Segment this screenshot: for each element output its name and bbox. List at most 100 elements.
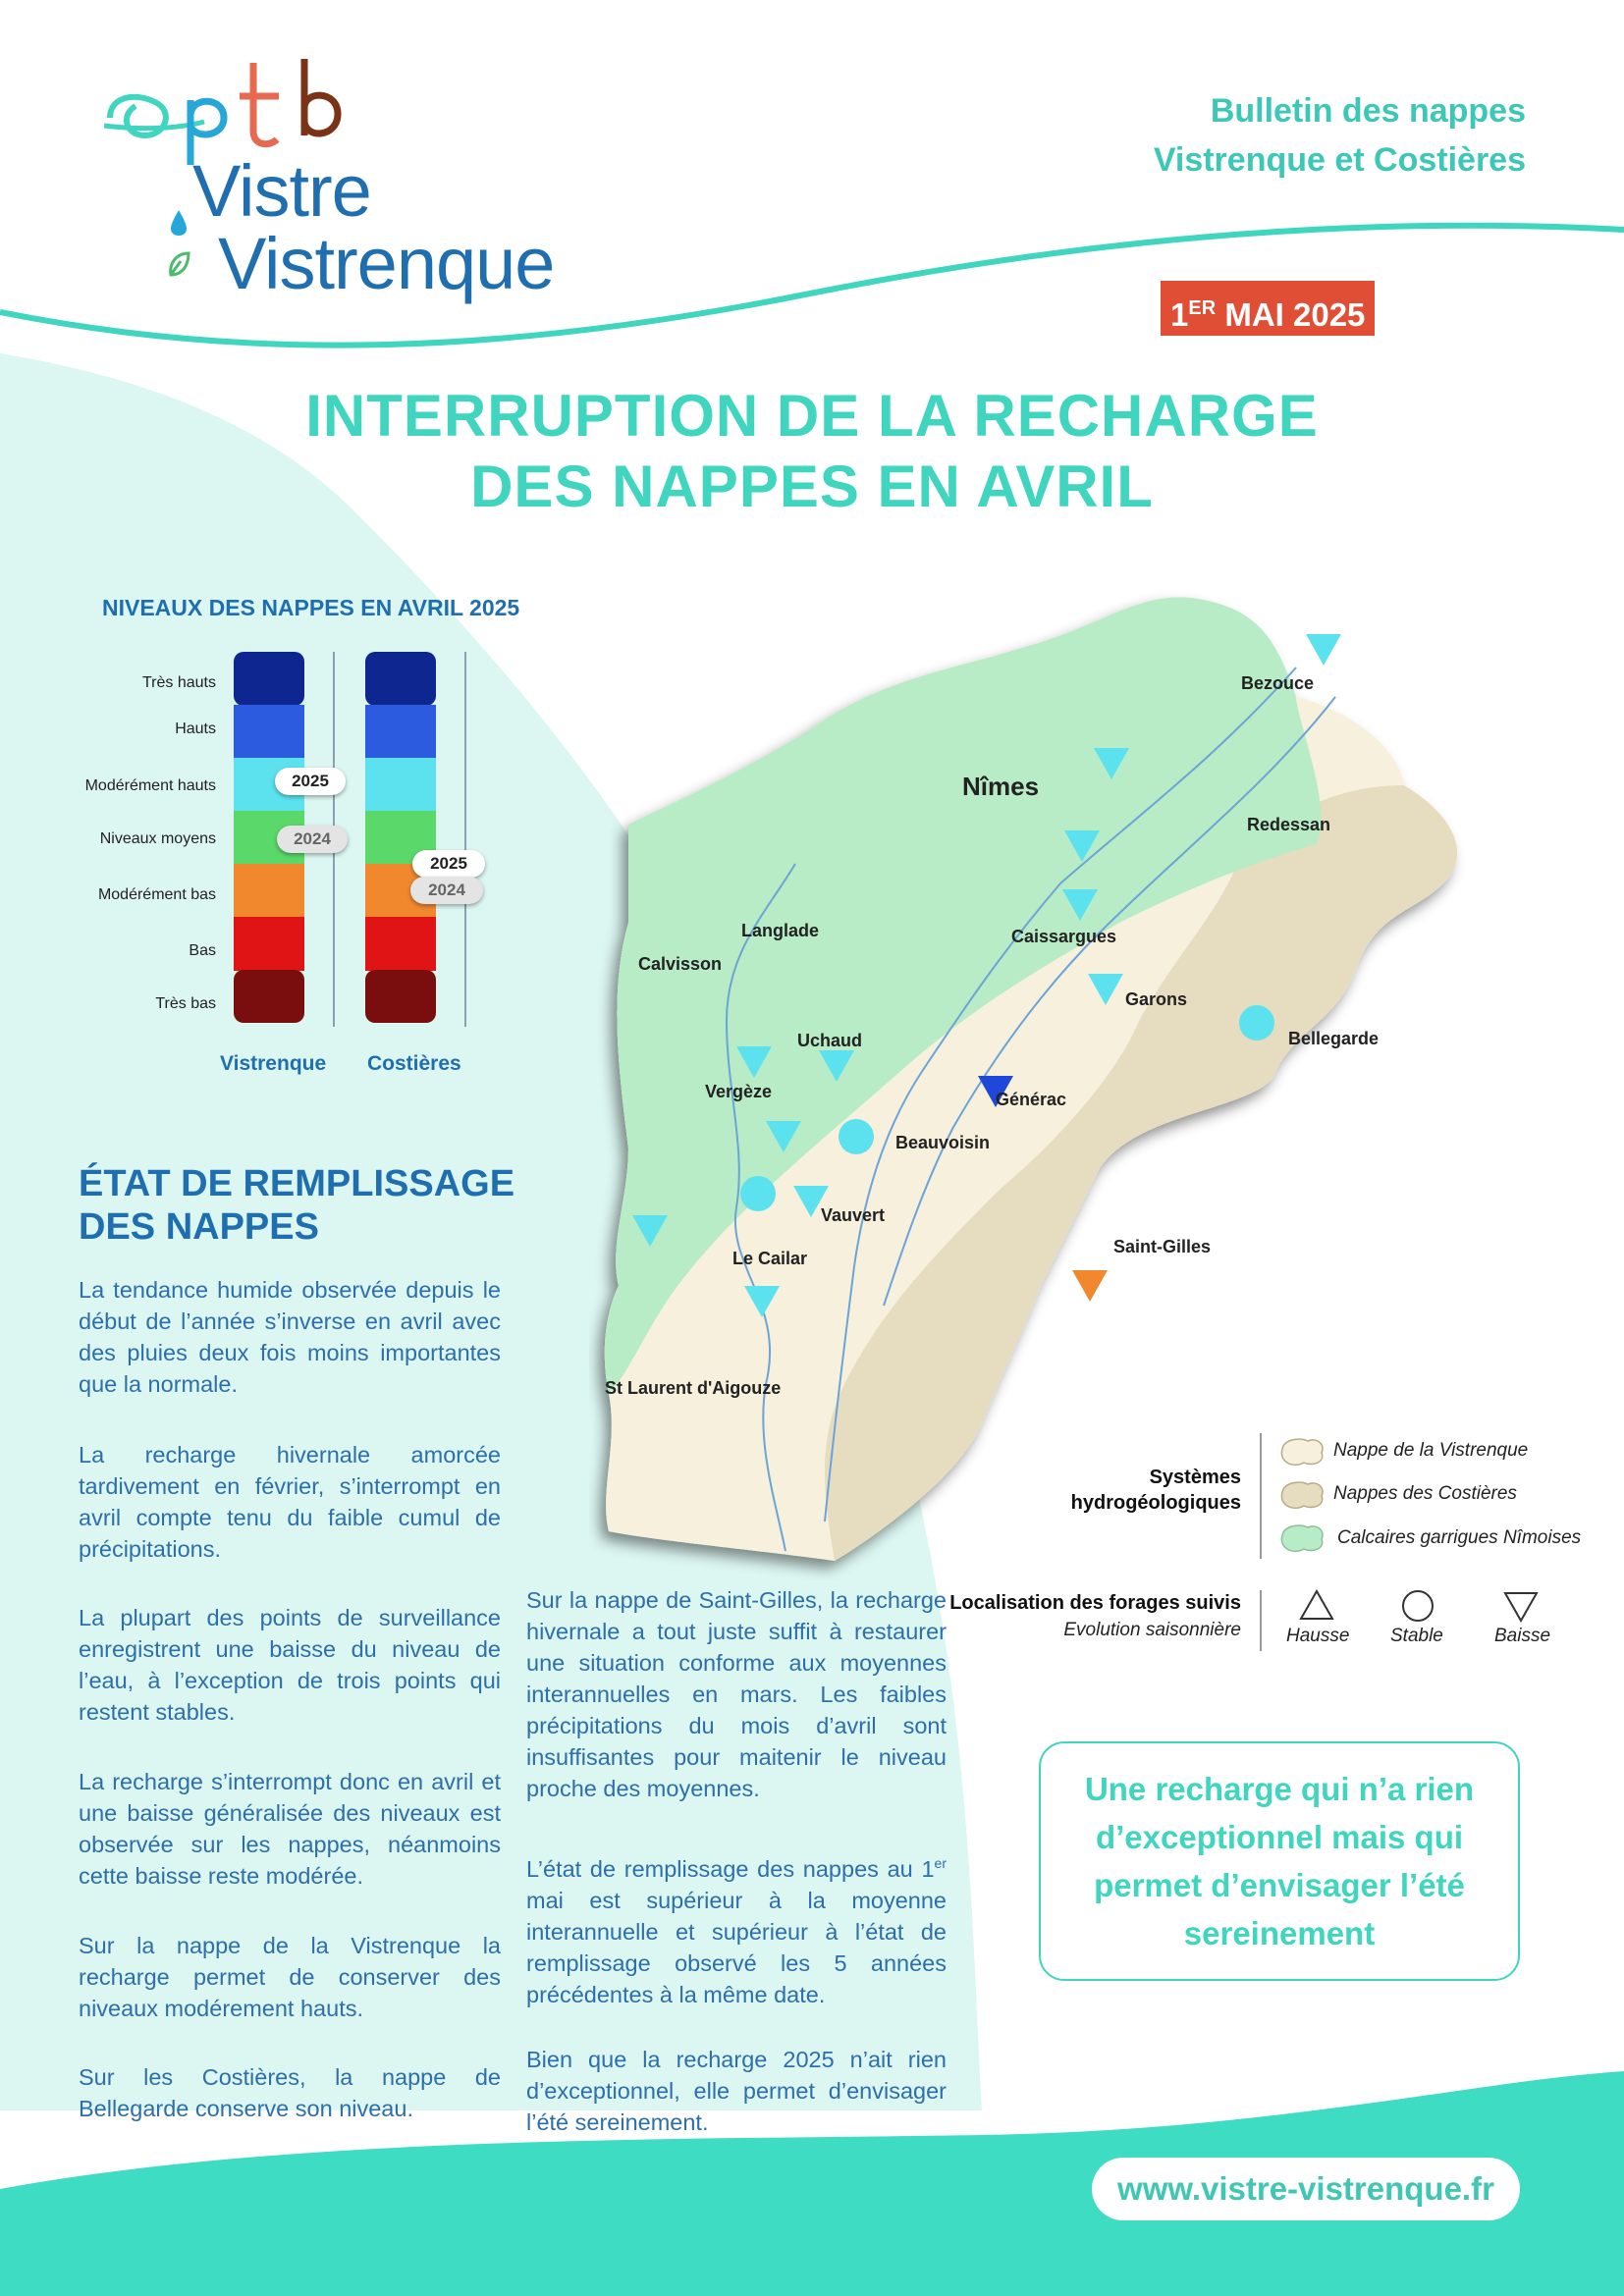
well-marker-stable bbox=[740, 1176, 776, 1211]
vistrenque-segment-7 bbox=[234, 970, 304, 1023]
paragraph-2: La recharge hivernale amorcée tardivemen… bbox=[79, 1442, 501, 1562]
vistrenque-2025-marker: 2025 bbox=[275, 768, 346, 795]
paragraph-3: La plupart des points de surveillance en… bbox=[79, 1605, 501, 1725]
paragraph-5: Sur la nappe de la Vistrenque la recharg… bbox=[79, 1933, 501, 2021]
well-marker-baisse bbox=[1094, 748, 1129, 779]
logo-text-vistrenque: Vistrenque bbox=[218, 223, 555, 304]
level-label-moderement-hauts: Modérément hauts bbox=[84, 777, 216, 794]
paragraph-7: Sur la nappe de Saint-Gilles, la recharg… bbox=[526, 1587, 947, 1801]
paragraph-1: La tendance humide observée depuis le dé… bbox=[79, 1277, 501, 1397]
callout-box: Une recharge qui n’a rien d’exceptionnel… bbox=[1039, 1741, 1520, 1981]
well-marker-baisse bbox=[736, 1046, 772, 1078]
map-river-1 bbox=[824, 667, 1297, 1522]
costieres-segment-2 bbox=[365, 705, 436, 759]
legend-systems-title-line1: Systèmes bbox=[1149, 1467, 1241, 1488]
map-label-bellegarde: Bellegarde bbox=[1288, 1029, 1380, 1048]
map-label-redessan: Redessan bbox=[1247, 815, 1331, 834]
legend-divider-1 bbox=[1260, 1433, 1262, 1559]
section-title: ÉTAT DE REMPLISSAGE DES NAPPES bbox=[79, 1162, 514, 1249]
well-marker-baisse bbox=[819, 1050, 854, 1082]
costieres-segment-3 bbox=[365, 758, 436, 812]
page-title-line2: DES NAPPES EN AVRIL bbox=[470, 454, 1154, 519]
column-label-vistrenque: Vistrenque bbox=[220, 1052, 327, 1075]
map-label-le-cailar: Le Cailar bbox=[732, 1249, 808, 1268]
page-title-line1: INTERRUPTION DE LA RECHARGE bbox=[305, 383, 1319, 449]
map-label-nimes: Nîmes bbox=[962, 772, 1040, 801]
well-marker-baisse bbox=[766, 1121, 801, 1152]
level-label-tres-hauts: Très hauts bbox=[142, 674, 216, 691]
legend-swatch-calcaires bbox=[1280, 1524, 1324, 1553]
website-link[interactable]: www.vistre-vistrenque.fr bbox=[1092, 2158, 1520, 2220]
paragraph-8-sup: er bbox=[934, 1855, 947, 1871]
map-label-saint-gilles: Saint-Gilles bbox=[1113, 1237, 1212, 1256]
well-marker-baisse bbox=[1064, 830, 1100, 862]
well-marker-stable bbox=[1239, 1005, 1274, 1041]
well-marker-baisse bbox=[1306, 634, 1341, 666]
circle-icon bbox=[1402, 1590, 1434, 1622]
level-label-niveaux-moyens: Niveaux moyens bbox=[99, 830, 216, 847]
paragraph-9: Bien que la recharge 2025 n’ait rien d’e… bbox=[526, 2047, 947, 2135]
map-zone-costieres bbox=[825, 785, 1458, 1561]
gauge-bar-costieres bbox=[365, 652, 436, 1023]
legend-swatch-vistrenque bbox=[1280, 1438, 1324, 1467]
bulletin-title-line1: Bulletin des nappes bbox=[1210, 92, 1526, 130]
gauge-title: NIVEAUX DES NAPPES EN AVRIL 2025 bbox=[102, 595, 520, 620]
costieres-segment-7 bbox=[365, 970, 436, 1023]
map-label-beauvoisin: Beauvoisin bbox=[895, 1133, 991, 1152]
map-river-2 bbox=[883, 696, 1336, 1307]
costieres-2025-marker: 2025 bbox=[412, 850, 485, 878]
hydrogeological-map bbox=[604, 597, 1458, 1561]
legend-item-vistrenque: Nappe de la Vistrenque bbox=[1333, 1440, 1529, 1461]
costieres-2024-marker: 2024 bbox=[410, 877, 483, 904]
legend-item-costieres: Nappes des Costières bbox=[1333, 1483, 1517, 1504]
page-title: INTERRUPTION DE LA RECHARGE DES NAPPES E… bbox=[0, 381, 1624, 522]
date-sup: ER bbox=[1188, 297, 1217, 319]
map-label-vauvert: Vauvert bbox=[821, 1205, 886, 1225]
map-zone-calcaires bbox=[604, 597, 1322, 1394]
map-label-uchaud: Uchaud bbox=[797, 1031, 863, 1050]
date-rest: MAI 2025 bbox=[1224, 296, 1366, 333]
map-label-bezouce: Bezouce bbox=[1241, 673, 1315, 693]
paragraph-6: Sur les Costières, la nappe de Bellegard… bbox=[79, 2064, 501, 2121]
well-marker-baisse bbox=[1088, 974, 1123, 1005]
paragraph-8-end: mai est supérieur à la moyenne interannu… bbox=[526, 1887, 947, 2007]
well-marker-baisse bbox=[978, 1076, 1013, 1107]
legend-wells-title: Localisation des forages suivis bbox=[949, 1592, 1241, 1614]
map-label-vergeze: Vergèze bbox=[705, 1082, 773, 1101]
drop-icon bbox=[171, 210, 187, 236]
paragraph-4: La recharge s’interrompt donc en avril e… bbox=[79, 1769, 501, 1889]
map-label-garons: Garons bbox=[1125, 989, 1188, 1009]
legend-symbol-stable: Stable bbox=[1390, 1626, 1443, 1646]
level-label-hauts: Hauts bbox=[175, 721, 216, 737]
legend-wells-subtitle: Evolution saisonnière bbox=[1063, 1620, 1241, 1640]
legend-systems-title-line2: hydrogéologiques bbox=[1070, 1492, 1241, 1514]
date-spacer bbox=[1216, 296, 1224, 333]
bulletin-title: Bulletin des nappes Vistrenque et Costiè… bbox=[1154, 86, 1526, 185]
level-label-moderement-bas: Modérément bas bbox=[97, 886, 216, 903]
well-marker-baisse bbox=[632, 1215, 668, 1247]
gauge-bars bbox=[234, 652, 466, 1027]
legend-divider-2 bbox=[1260, 1590, 1262, 1651]
vistrenque-segment-2 bbox=[234, 705, 304, 759]
map-label-caissargues: Caissargues bbox=[1011, 927, 1117, 946]
date-badge: 1ER MAI 2025 bbox=[1161, 281, 1376, 336]
map-label-calvisson: Calvisson bbox=[638, 954, 723, 974]
map-label-generac: Générac bbox=[996, 1090, 1067, 1109]
map-well-markers bbox=[632, 634, 1341, 1317]
legend-swatch-costieres bbox=[1280, 1481, 1324, 1510]
triangle-down-icon bbox=[1503, 1592, 1539, 1624]
level-label-bas: Bas bbox=[189, 942, 216, 959]
vistrenque-2024-marker: 2024 bbox=[277, 826, 348, 853]
legend-systems-title: Systèmes hydrogéologiques bbox=[1031, 1465, 1241, 1516]
legend-symbol-baisse: Baisse bbox=[1494, 1626, 1551, 1646]
vistrenque-segment-1 bbox=[234, 652, 304, 706]
gauge-bar-vistrenque bbox=[234, 652, 304, 1023]
paragraph-8-start: L’état de remplissage des nappes au 1 bbox=[526, 1855, 935, 1882]
leaf-icon bbox=[169, 251, 190, 277]
costieres-segment-1 bbox=[365, 652, 436, 706]
bulletin-title-line2: Vistrenque et Costières bbox=[1153, 141, 1526, 179]
vistrenque-segment-5 bbox=[234, 864, 304, 918]
level-label-tres-bas: Très bas bbox=[155, 995, 216, 1012]
map-label-langlade: Langlade bbox=[741, 921, 820, 940]
logo-text-vistre: Vistre bbox=[192, 150, 372, 232]
